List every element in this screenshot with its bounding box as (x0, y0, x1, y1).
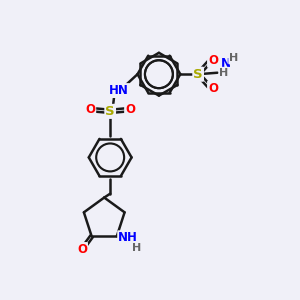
Text: N: N (221, 57, 231, 70)
Text: O: O (208, 82, 218, 95)
Text: H: H (219, 68, 229, 78)
Text: HN: HN (109, 84, 129, 97)
Text: H: H (131, 243, 141, 253)
Text: S: S (193, 68, 203, 81)
Text: O: O (125, 103, 135, 116)
Text: O: O (77, 243, 87, 256)
Text: NH: NH (118, 231, 138, 244)
Text: O: O (208, 54, 218, 67)
Text: O: O (85, 103, 95, 116)
Text: H: H (229, 53, 239, 64)
Text: S: S (105, 105, 115, 118)
